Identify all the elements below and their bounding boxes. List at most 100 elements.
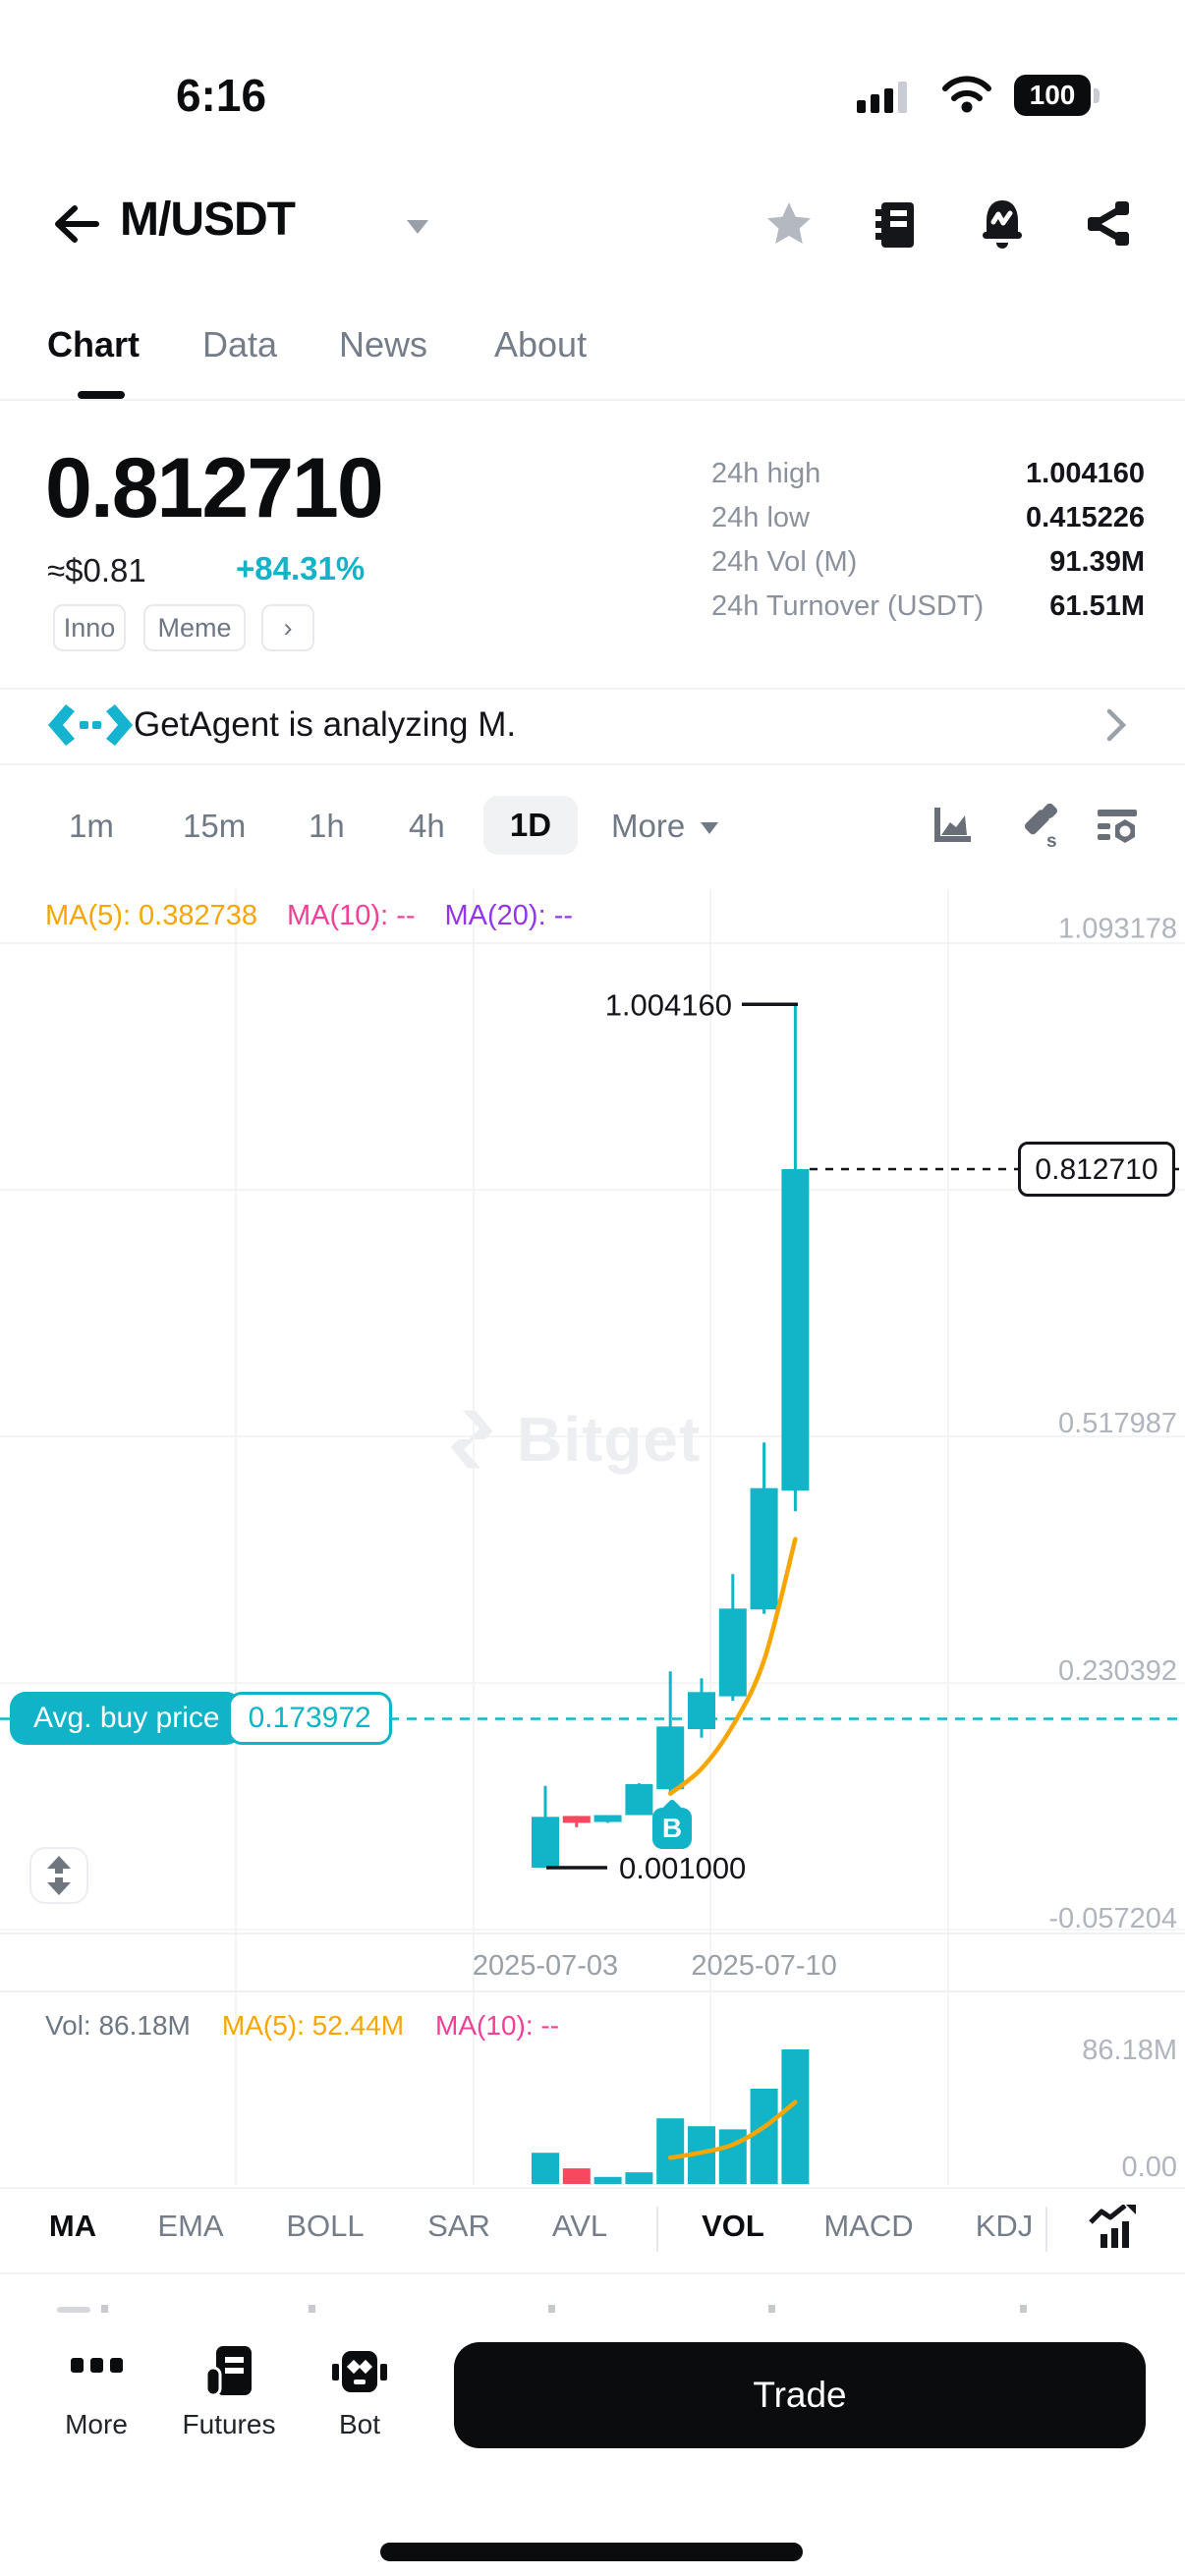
indicator-ma[interactable]: MA (48, 2209, 97, 2243)
star-icon[interactable] (765, 198, 813, 250)
indicator-kdj[interactable]: KDJ (975, 2209, 1034, 2243)
ma20-label: MA(20): -- (444, 900, 574, 931)
battery-nub (1094, 88, 1100, 103)
vol-ma10-label: MA(10): -- (435, 2010, 560, 2041)
svg-text:0.00: 0.00 (1122, 2152, 1177, 2183)
nav-bot[interactable]: Bot (338, 2409, 381, 2439)
separator (1045, 2207, 1047, 2252)
divider (0, 2272, 1185, 2274)
stat-label: 24h high (711, 458, 821, 489)
candlestick-chart[interactable]: 1.004160 0.001000 1.093178 0.517987 0.230392… (0, 889, 1185, 2187)
svg-text:1.093178: 1.093178 (1058, 913, 1177, 944)
svg-text:0.230392: 0.230392 (1058, 1655, 1177, 1687)
back-arrow-icon[interactable] (51, 200, 102, 248)
indicator-boll[interactable]: BOLL (286, 2209, 365, 2243)
futures-icon[interactable] (204, 2344, 254, 2397)
change-24h: +84.31% (236, 550, 366, 587)
stat-label: 24h Vol (M) (711, 546, 858, 578)
indicator-ema[interactable]: EMA (157, 2209, 224, 2243)
svg-text:2025-07-03: 2025-07-03 (473, 1950, 618, 1982)
tab-about[interactable]: About (494, 324, 588, 364)
ma5-label: MA(5): 0.382738 (45, 900, 258, 931)
avg-buy-price-label: Avg. buy price (10, 1692, 242, 1745)
stat-label: 24h low (711, 502, 810, 533)
indicator-sar[interactable]: SAR (427, 2209, 490, 2243)
indicator-avl[interactable]: AVL (551, 2209, 608, 2243)
stat-row: 24h low 0.415226 (711, 496, 1145, 540)
divider (0, 399, 1185, 401)
stat-row: 24h high 1.004160 (711, 452, 1145, 496)
svg-text:2025-07-10: 2025-07-10 (691, 1950, 836, 1982)
tab-data[interactable]: Data (202, 324, 278, 364)
trade-button[interactable]: Trade (454, 2342, 1146, 2448)
last-price: 0.812710 (45, 441, 384, 535)
pair-dropdown-caret-icon[interactable] (405, 218, 430, 236)
draw-tools-icon[interactable]: s (1013, 804, 1058, 849)
nav-futures[interactable]: Futures (182, 2409, 276, 2439)
divider (0, 2187, 1185, 2189)
divider (0, 688, 1185, 690)
timeframe-1d-active[interactable]: 1D (483, 796, 578, 855)
y-axis-scale-button[interactable] (29, 1847, 88, 1904)
svg-text:86.18M: 86.18M (1082, 2035, 1177, 2066)
bitget-watermark: Bitget (440, 1403, 701, 1476)
usd-approx: ≈$0.81 (47, 552, 146, 588)
ma-legend: MA(5): 0.382738 MA(10): -- MA(20): -- (45, 900, 573, 932)
more-caret-icon[interactable] (700, 821, 719, 835)
timeframe-4h[interactable]: 4h (409, 808, 445, 844)
agent-banner-text[interactable]: GetAgent is analyzing M. (134, 705, 517, 744)
home-indicator[interactable] (380, 2543, 803, 2561)
up-down-arrows-icon (47, 1856, 71, 1895)
stat-value: 1.004160 (1026, 458, 1145, 489)
svg-text:-0.057204: -0.057204 (1048, 1903, 1177, 1934)
badge-inno[interactable]: Inno (53, 604, 126, 651)
agent-banner-chevron-icon[interactable] (1104, 705, 1128, 745)
stat-value: 61.51M (1049, 590, 1145, 622)
tab-chart[interactable]: Chart (47, 324, 141, 364)
indicator-chart-icon[interactable] (1087, 2205, 1138, 2252)
vol-label: Vol: 86.18M (45, 2010, 191, 2041)
timeframe-15m[interactable]: 15m (183, 808, 247, 844)
bot-icon[interactable] (332, 2348, 387, 2395)
stat-value: 0.415226 (1026, 502, 1145, 533)
timeframe-1m[interactable]: 1m (69, 808, 114, 844)
indicator-vol[interactable]: VOL (702, 2209, 764, 2243)
indicator-settings-icon[interactable] (1096, 808, 1139, 847)
share-icon[interactable] (1085, 198, 1132, 250)
battery-icon: 100 (1014, 75, 1091, 116)
timeframe-1h[interactable]: 1h (309, 808, 345, 844)
orderbook-ledger-icon[interactable] (873, 198, 920, 250)
divider (0, 763, 1185, 765)
badge-meme[interactable]: Meme (143, 604, 246, 651)
wifi-icon (942, 76, 991, 113)
svg-text:s: s (1046, 831, 1057, 849)
stat-row: 24h Turnover (USDT) 61.51M (711, 585, 1145, 629)
stats-24h: 24h high 1.004160 24h low 0.415226 24h V… (711, 452, 1145, 629)
signal-strength-icon (857, 82, 907, 113)
svg-text:1.004160: 1.004160 (605, 987, 732, 1022)
avg-buy-price-value: 0.173972 (227, 1692, 392, 1745)
avg-buy-price-chip: Avg. buy price 0.173972 (10, 1692, 392, 1745)
chart-style-icon[interactable] (931, 806, 975, 847)
timeframe-more[interactable]: More (611, 808, 686, 844)
active-tab-underline (78, 391, 125, 399)
stat-label: 24h Turnover (USDT) (711, 590, 985, 622)
last-price-tag[interactable]: 0.812710 (1018, 1142, 1175, 1197)
status-time: 6:16 (175, 70, 267, 121)
svg-text:0.001000: 0.001000 (619, 1851, 746, 1885)
svg-text:0.517987: 0.517987 (1058, 1408, 1177, 1439)
stat-row: 24h Vol (M) 91.39M (711, 540, 1145, 585)
ma10-label: MA(10): -- (287, 900, 416, 931)
more-dots-icon[interactable] (71, 2356, 124, 2376)
vol-ma5-label: MA(5): 52.44M (221, 2010, 405, 2041)
separator (656, 2207, 658, 2252)
tab-news[interactable]: News (339, 324, 428, 364)
indicator-macd[interactable]: MACD (823, 2209, 914, 2243)
getagent-icon (48, 704, 133, 746)
nav-more[interactable]: More (65, 2409, 128, 2439)
buy-marker-badge[interactable]: B (652, 1808, 692, 1849)
price-alert-bell-icon[interactable] (979, 198, 1026, 250)
badges-more-chevron-icon[interactable]: › (261, 604, 314, 651)
pair-title[interactable]: M/USDT (120, 194, 296, 246)
